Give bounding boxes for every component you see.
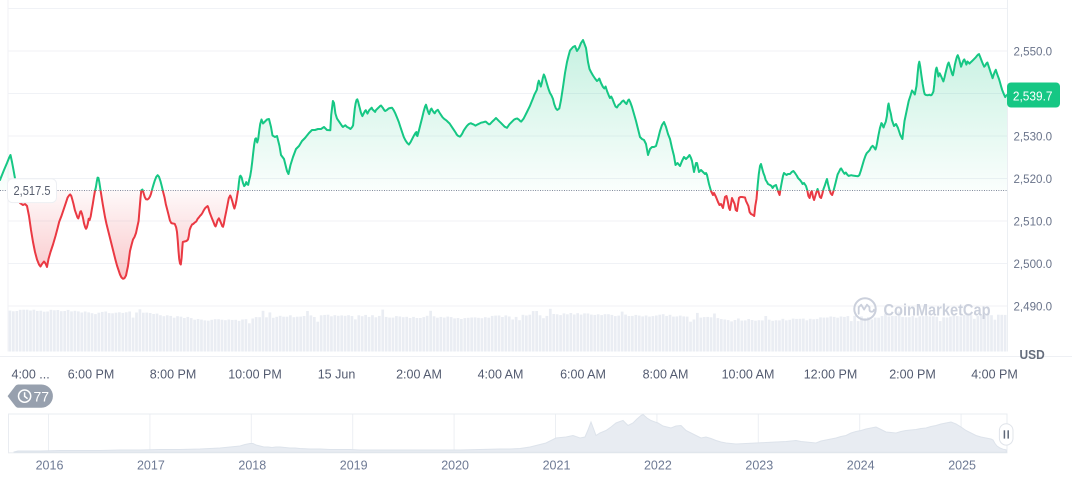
svg-text:10:00 PM: 10:00 PM (228, 368, 282, 382)
svg-text:2,530.0: 2,530.0 (1014, 129, 1053, 143)
svg-text:2022: 2022 (644, 459, 672, 473)
svg-text:15 Jun: 15 Jun (318, 368, 356, 382)
svg-text:77: 77 (34, 388, 50, 404)
svg-text:6:00 AM: 6:00 AM (560, 368, 606, 382)
svg-text:4:00 ...: 4:00 ... (12, 368, 50, 382)
svg-text:2016: 2016 (36, 459, 64, 473)
svg-text:2017: 2017 (137, 459, 165, 473)
svg-text:2024: 2024 (847, 459, 875, 473)
svg-text:2:00 AM: 2:00 AM (396, 368, 442, 382)
svg-text:4:00 AM: 4:00 AM (478, 368, 524, 382)
svg-text:2,500.0: 2,500.0 (1014, 257, 1053, 271)
svg-text:12:00 PM: 12:00 PM (804, 368, 858, 382)
svg-text:2021: 2021 (543, 459, 571, 473)
svg-text:2:00 PM: 2:00 PM (889, 368, 936, 382)
svg-text:8:00 AM: 8:00 AM (643, 368, 689, 382)
svg-text:CoinMarketCap: CoinMarketCap (884, 302, 991, 320)
svg-text:10:00 AM: 10:00 AM (722, 368, 775, 382)
svg-text:2,490.0: 2,490.0 (1014, 299, 1053, 313)
svg-text:2025: 2025 (948, 459, 976, 473)
svg-text:2,550.0: 2,550.0 (1014, 44, 1053, 58)
svg-text:2023: 2023 (745, 459, 773, 473)
svg-text:2019: 2019 (340, 459, 368, 473)
svg-text:2,517.5: 2,517.5 (14, 184, 51, 198)
svg-text:2020: 2020 (441, 459, 469, 473)
svg-text:2018: 2018 (238, 459, 266, 473)
svg-text:6:00 PM: 6:00 PM (68, 368, 115, 382)
svg-text:2,520.0: 2,520.0 (1014, 172, 1053, 186)
svg-text:2,539.7: 2,539.7 (1013, 89, 1053, 104)
svg-text:USD: USD (1020, 347, 1045, 362)
svg-text:8:00 PM: 8:00 PM (150, 368, 197, 382)
svg-text:4:00 PM: 4:00 PM (971, 368, 1018, 382)
svg-text:2,510.0: 2,510.0 (1014, 214, 1053, 228)
